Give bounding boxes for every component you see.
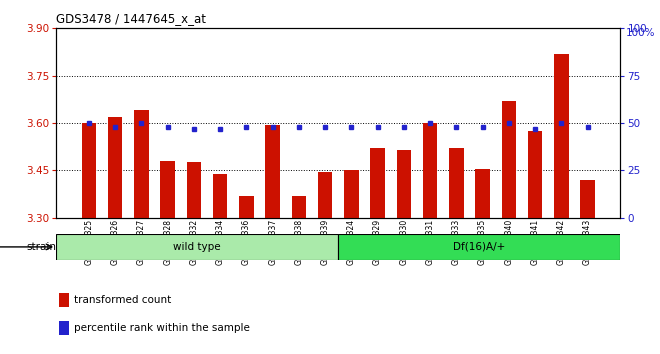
Bar (108, 117, 122, 218)
Bar (56, 234, 338, 260)
Bar (344, 170, 358, 218)
Bar (239, 196, 253, 218)
Bar (265, 125, 280, 218)
Bar (59, 321, 69, 336)
Bar (318, 172, 333, 218)
Text: Df(16)A/+: Df(16)A/+ (453, 242, 506, 252)
Bar (397, 150, 411, 218)
Bar (475, 169, 490, 218)
Bar (449, 148, 463, 218)
Bar (59, 293, 69, 307)
Bar (580, 180, 595, 218)
Bar (134, 110, 148, 218)
Text: wild type: wild type (174, 242, 221, 252)
Bar (370, 148, 385, 218)
Bar (502, 101, 516, 218)
Bar (528, 131, 543, 218)
Text: strain: strain (26, 242, 56, 252)
Bar (292, 196, 306, 218)
Bar (423, 123, 438, 218)
Bar (338, 234, 620, 260)
Bar (82, 123, 96, 218)
Bar (160, 161, 175, 218)
Text: 100%: 100% (626, 28, 655, 38)
Bar (213, 173, 228, 218)
Text: GDS3478 / 1447645_x_at: GDS3478 / 1447645_x_at (56, 12, 206, 25)
Text: percentile rank within the sample: percentile rank within the sample (74, 324, 250, 333)
Text: transformed count: transformed count (74, 295, 172, 306)
Bar (554, 53, 568, 218)
Bar (187, 162, 201, 218)
